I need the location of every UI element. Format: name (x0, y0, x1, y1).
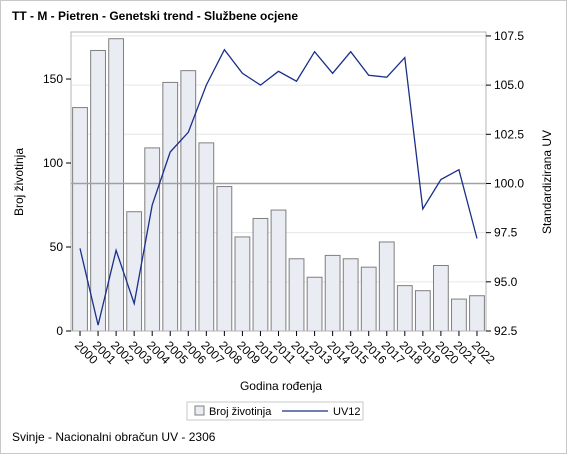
chart-title: TT - M - Pietren - Genetski trend - Služ… (12, 9, 299, 23)
bar-2004 (144, 147, 161, 332)
y2-tick-label: 97.5 (494, 226, 518, 240)
footnote: Svinje - Nacionalni obračun UV - 2306 (12, 430, 216, 444)
bar-2009 (234, 236, 251, 332)
y2-axis-label: Standardizirana UV (540, 130, 554, 234)
bar-2000 (72, 107, 88, 332)
bar-2019 (414, 290, 431, 332)
bar-2020 (432, 264, 449, 332)
bar-2021 (451, 298, 467, 332)
bar-2022 (469, 295, 485, 332)
bar-2006 (180, 70, 197, 332)
bar-2011 (270, 209, 287, 332)
y2-tick-label: 95.0 (494, 275, 518, 289)
bar-2008 (216, 186, 233, 332)
bar-2003 (126, 211, 143, 332)
uv12-line (79, 48, 478, 326)
bar-2013 (306, 276, 323, 332)
bar-2010 (252, 217, 269, 332)
y2-tick-label: 92.5 (494, 324, 518, 338)
y-axis-label: Broj životinja (12, 148, 26, 216)
y2-tick-label: 102.5 (494, 127, 524, 141)
legend-bar-swatch (194, 405, 205, 416)
x-axis-label: Godina rođenja (240, 379, 322, 393)
bar-2001 (90, 49, 106, 332)
bar-2016 (360, 266, 377, 332)
legend-line-label: UV12 (333, 406, 361, 418)
legend-bar-label: Broj životinja (209, 406, 272, 418)
bar-2012 (288, 258, 305, 332)
y-tick-label: 150 (43, 72, 63, 86)
bar-2018 (396, 285, 413, 332)
bar-2005 (162, 81, 179, 332)
bar-2015 (342, 258, 359, 332)
y2-tick-label: 105.0 (494, 78, 524, 92)
y-tick-label: 50 (50, 240, 64, 254)
line-layer (79, 48, 478, 326)
bar-2017 (378, 241, 395, 332)
legend-box (186, 401, 364, 421)
y2-tick-label: 100.0 (494, 176, 524, 190)
legend: Broj životinja UV12 (186, 401, 364, 421)
bars-layer (72, 38, 485, 332)
bar-2014 (324, 254, 341, 332)
bar-2002 (108, 38, 125, 332)
y2-tick-label: 107.5 (494, 29, 524, 43)
y-tick-label: 0 (56, 324, 63, 338)
y-tick-label: 100 (43, 156, 63, 170)
bar-2007 (198, 142, 215, 332)
